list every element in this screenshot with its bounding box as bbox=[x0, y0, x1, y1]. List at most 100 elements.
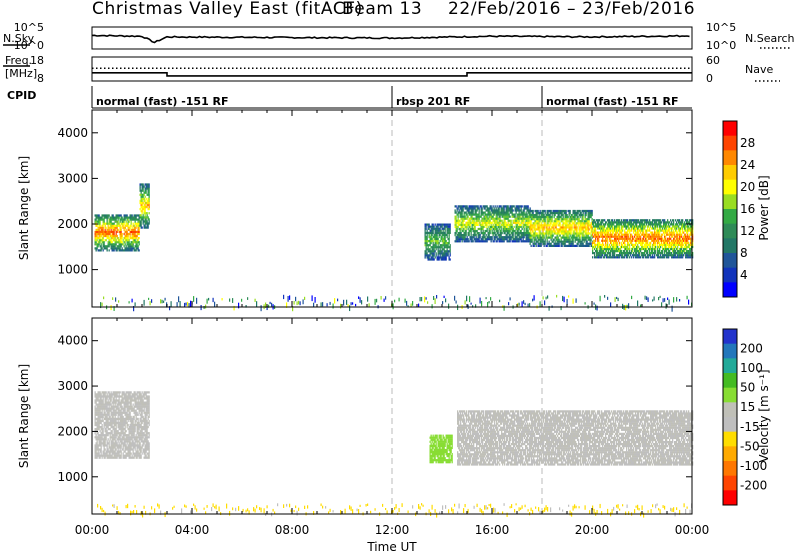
power-ground-scatter bbox=[255, 299, 256, 302]
power-echo bbox=[149, 220, 150, 222]
power-echo bbox=[631, 252, 632, 254]
power-echo bbox=[485, 236, 486, 238]
power-echo bbox=[617, 244, 618, 246]
power-echo bbox=[528, 224, 529, 226]
power-echo bbox=[482, 207, 483, 209]
power-echo bbox=[450, 228, 451, 230]
power-echo bbox=[595, 246, 596, 248]
power-echo bbox=[483, 238, 484, 240]
power-echo bbox=[632, 248, 633, 250]
power-echo bbox=[656, 221, 657, 223]
power-echo bbox=[670, 238, 671, 240]
power-echo bbox=[664, 256, 665, 258]
power-echo bbox=[436, 254, 437, 256]
power-echo bbox=[690, 252, 691, 254]
power-echo bbox=[435, 256, 436, 258]
power-echo bbox=[481, 205, 482, 207]
power-echo bbox=[143, 222, 144, 224]
power-echo bbox=[655, 246, 656, 248]
plot-title: Christmas Valley East (fitACF) bbox=[92, 0, 363, 19]
power-echo bbox=[617, 232, 618, 234]
power-echo bbox=[512, 224, 513, 226]
power-echo bbox=[649, 227, 650, 229]
power-echo bbox=[469, 240, 470, 242]
power-ground-scatter bbox=[628, 303, 629, 308]
power-echo bbox=[117, 235, 118, 237]
power-echo bbox=[592, 256, 593, 258]
power-echo bbox=[459, 222, 460, 224]
power-echo bbox=[116, 243, 117, 245]
power-echo bbox=[149, 188, 150, 190]
power-echo bbox=[621, 219, 622, 221]
power-echo bbox=[578, 216, 579, 218]
power-echo bbox=[121, 227, 122, 229]
power-ground-scatter bbox=[327, 303, 328, 306]
power-echo bbox=[622, 236, 623, 238]
power-echo bbox=[462, 214, 463, 216]
power-echo bbox=[509, 232, 510, 234]
power-echo bbox=[509, 214, 510, 216]
power-echo bbox=[103, 227, 104, 229]
power-echo bbox=[480, 236, 481, 238]
cpid-segment-label: normal (fast) -151 RF bbox=[546, 95, 679, 108]
power-echo bbox=[149, 212, 150, 214]
power-echo bbox=[142, 212, 143, 214]
power-echo bbox=[581, 230, 582, 232]
power-echo bbox=[589, 220, 590, 222]
power-echo bbox=[545, 218, 546, 220]
power-echo bbox=[647, 219, 648, 221]
power-echo bbox=[115, 229, 116, 231]
power-echo bbox=[538, 210, 539, 212]
power-echo bbox=[670, 219, 671, 221]
power-echo bbox=[139, 241, 140, 243]
power-echo bbox=[497, 228, 498, 230]
power-echo bbox=[435, 250, 436, 252]
power-echo bbox=[646, 238, 647, 240]
power-ground-scatter bbox=[508, 302, 509, 305]
power-echo bbox=[594, 248, 595, 250]
power-echo bbox=[435, 224, 436, 226]
power-echo bbox=[610, 254, 611, 256]
power-echo bbox=[122, 235, 123, 237]
power-echo bbox=[515, 214, 516, 216]
power-echo bbox=[97, 247, 98, 249]
power-echo bbox=[446, 256, 447, 258]
power-ground-scatter bbox=[187, 302, 188, 306]
power-ground-scatter bbox=[330, 302, 331, 305]
power-echo bbox=[607, 244, 608, 246]
power-echo bbox=[686, 244, 687, 246]
power-echo bbox=[661, 242, 662, 244]
power-echo bbox=[103, 229, 104, 231]
power-echo bbox=[492, 222, 493, 224]
power-echo bbox=[99, 229, 100, 231]
power-echo bbox=[460, 240, 461, 242]
power-ground-scatter bbox=[469, 296, 470, 302]
power-echo bbox=[121, 245, 122, 247]
power-echo bbox=[518, 230, 519, 232]
power-echo bbox=[510, 234, 511, 236]
velocity-echo bbox=[97, 442, 98, 444]
power-echo bbox=[616, 240, 617, 242]
power-echo bbox=[513, 236, 514, 238]
power-echo bbox=[448, 244, 449, 246]
power-echo bbox=[668, 248, 669, 250]
power-echo bbox=[427, 234, 428, 236]
power-echo bbox=[685, 234, 686, 236]
power-echo bbox=[607, 240, 608, 242]
power-echo bbox=[130, 233, 131, 235]
power-echo bbox=[466, 232, 467, 234]
power-echo bbox=[140, 186, 141, 188]
power-echo bbox=[501, 226, 502, 228]
power-echo bbox=[449, 238, 450, 240]
power-echo bbox=[655, 244, 656, 246]
power-echo bbox=[492, 238, 493, 240]
power-ground-scatter bbox=[645, 296, 646, 300]
power-echo bbox=[512, 226, 513, 228]
power-ground-scatter bbox=[360, 297, 361, 302]
power-echo bbox=[655, 242, 656, 244]
power-echo bbox=[472, 226, 473, 228]
power-echo bbox=[541, 243, 542, 245]
power-echo bbox=[544, 228, 545, 230]
power-echo bbox=[491, 228, 492, 230]
